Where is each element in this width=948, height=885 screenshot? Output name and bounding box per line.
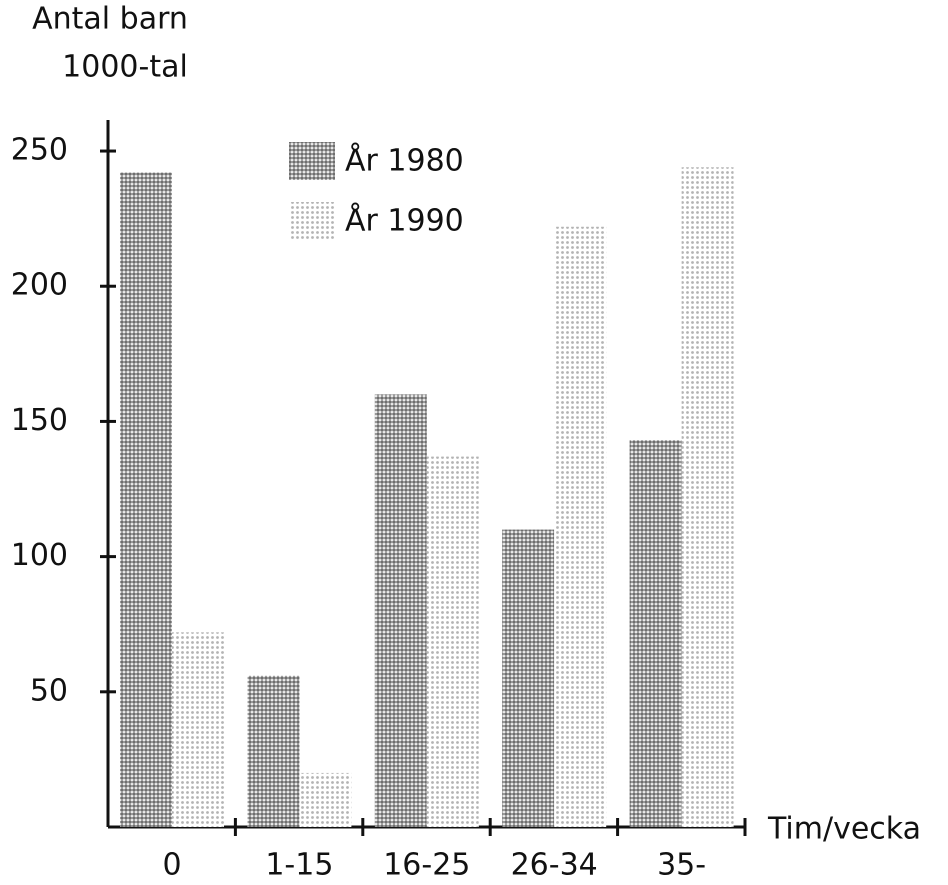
y-tick-label: 100 bbox=[11, 538, 68, 573]
x-tick-label: 16-25 bbox=[383, 848, 470, 883]
bar bbox=[681, 167, 734, 827]
x-tick-label: 35- bbox=[657, 848, 706, 883]
bar bbox=[426, 456, 479, 827]
legend-swatch bbox=[289, 202, 335, 240]
legend-swatch bbox=[289, 142, 335, 180]
bar bbox=[299, 772, 352, 827]
bar bbox=[374, 394, 427, 827]
x-tick-label: 1-15 bbox=[265, 848, 333, 883]
bar bbox=[172, 632, 224, 827]
bar bbox=[554, 226, 607, 827]
legend-label: År 1980 bbox=[345, 143, 464, 179]
bar bbox=[502, 529, 555, 827]
y-axis-label-line2: 1000-tal bbox=[62, 50, 188, 85]
bar bbox=[247, 675, 300, 827]
y-tick-label: 150 bbox=[11, 403, 68, 438]
y-tick-label: 250 bbox=[11, 133, 68, 168]
y-tick-label: 200 bbox=[11, 268, 68, 303]
y-axis-label-line1: Antal barn bbox=[32, 2, 188, 37]
legend-label: År 1990 bbox=[345, 203, 464, 239]
bar bbox=[120, 172, 172, 827]
x-tick-label: 0 bbox=[162, 848, 181, 883]
x-axis-label: Tim/vecka bbox=[767, 812, 921, 847]
bar bbox=[629, 440, 682, 827]
x-tick-label: 26-34 bbox=[511, 848, 598, 883]
y-tick-label: 50 bbox=[30, 673, 68, 708]
